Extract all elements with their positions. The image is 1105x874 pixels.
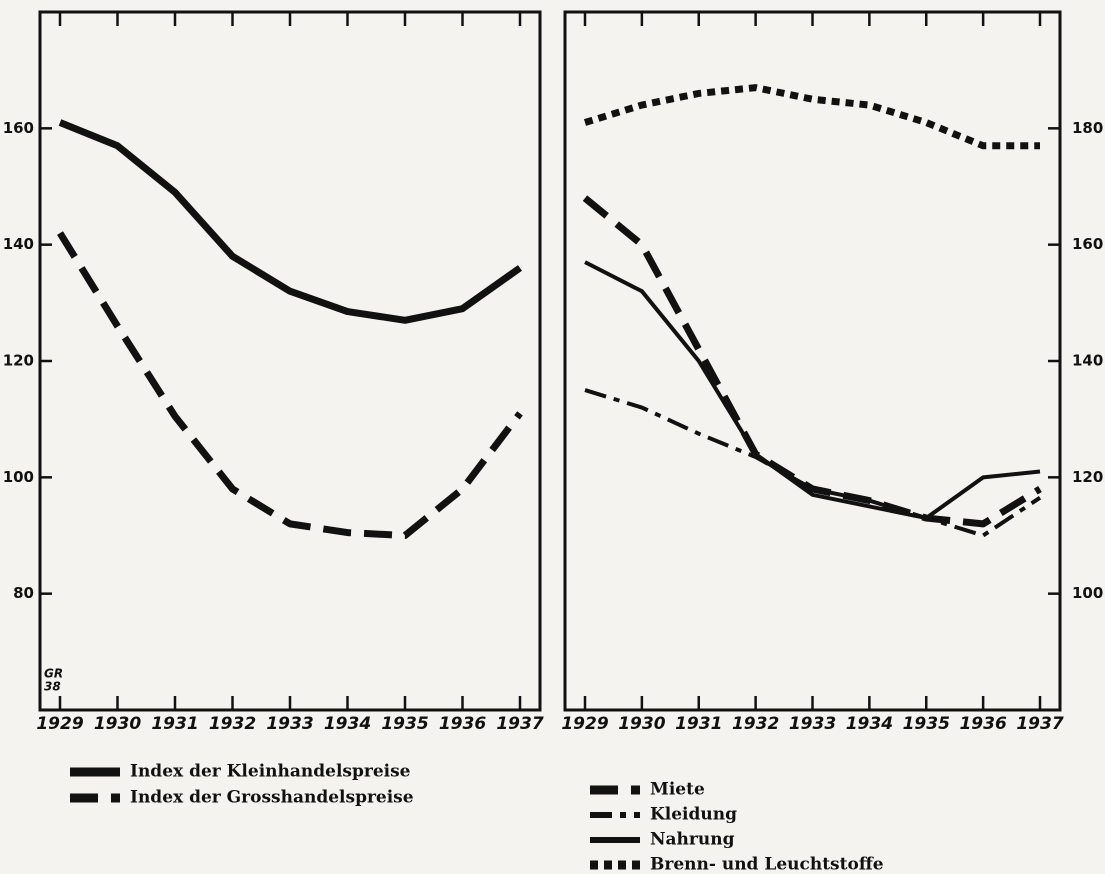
x-tick-label: 1935 — [903, 714, 950, 734]
series-line — [57, 231, 523, 539]
x-tick-label: 1937 — [1016, 714, 1063, 734]
annotation: GR — [44, 667, 63, 681]
y-tick-label: 120 — [1072, 468, 1103, 486]
y-tick-label: 180 — [1072, 119, 1103, 137]
legend-label: Index der Grosshandelspreise — [130, 788, 414, 808]
x-tick-label: 1937 — [496, 714, 543, 734]
legend-label: Brenn- und Leuchtstoffe — [650, 855, 884, 874]
y-tick-label: 140 — [1072, 352, 1103, 370]
y-tick-label: 100 — [3, 468, 34, 486]
x-tick-label: 1929 — [561, 714, 608, 734]
x-tick-label: 1931 — [151, 714, 198, 734]
x-tick-label: 1932 — [209, 714, 256, 734]
y-tick-label: 160 — [1072, 235, 1103, 253]
series-line — [582, 195, 1042, 528]
x-tick-label: 1934 — [324, 714, 371, 734]
y-tick-label: 120 — [3, 352, 34, 370]
y-tick-label: 160 — [3, 119, 34, 137]
x-tick-label: 1934 — [846, 714, 893, 734]
annotation: 38 — [44, 680, 61, 694]
plot-frame — [38, 10, 542, 712]
x-tick-label: 1931 — [675, 714, 722, 734]
x-tick-label: 1932 — [732, 714, 779, 734]
plot-frame — [563, 10, 1062, 712]
legend-label: Nahrung — [650, 830, 735, 850]
x-tick-label: 1930 — [618, 714, 665, 734]
x-tick-label: 1933 — [266, 714, 313, 734]
x-tick-label: 1935 — [381, 714, 428, 734]
x-tick-label: 1936 — [959, 714, 1006, 734]
series-line — [583, 84, 1040, 150]
y-tick-label: 100 — [1072, 584, 1103, 602]
series-line — [58, 119, 523, 324]
series-line — [584, 388, 1042, 538]
x-tick-label: 1929 — [36, 714, 83, 734]
legend-label: Index der Kleinhandelspreise — [130, 762, 411, 782]
x-tick-label: 1933 — [789, 714, 836, 734]
y-tick-label: 140 — [3, 235, 34, 253]
legend-label: Miete — [650, 780, 705, 800]
x-tick-label: 1936 — [439, 714, 486, 734]
legend-label: Kleidung — [650, 805, 737, 825]
series-line — [584, 260, 1041, 521]
y-tick-label: 80 — [13, 584, 34, 602]
x-tick-label: 1930 — [94, 714, 141, 734]
